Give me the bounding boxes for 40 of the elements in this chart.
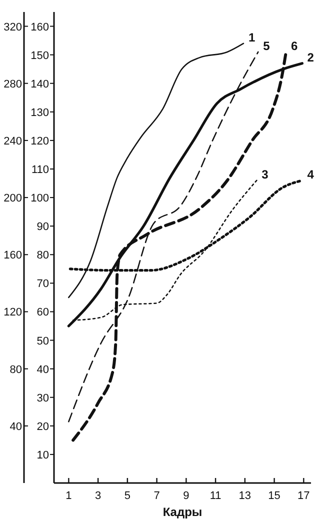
y-tick-label: 80 [36,250,49,262]
series-label: 2 [307,50,314,64]
y2-tick-label: 320 [4,21,22,34]
y-tick-label: 110 [31,164,49,176]
series-label: 1 [248,30,256,44]
y2-tick-label: 280 [4,78,22,90]
x-tick-label: 11 [210,490,222,502]
y-tick-label: 50 [36,335,49,348]
x-tick-label: 9 [183,490,190,502]
x-tick-label: 17 [298,490,310,502]
y2-tick-label: 160 [4,250,22,262]
y-tick-label: 120 [30,135,49,148]
x-tick-label: 13 [238,490,252,502]
series-label: 6 [291,38,298,53]
y-tick-label: 140 [30,78,49,90]
y-tick-label: 20 [36,420,49,433]
y-tick-label: 150 [30,50,49,62]
x-tick-label: 5 [124,490,130,502]
x-tick-label: 7 [154,490,160,502]
series-label: 4 [307,167,314,182]
y2-tick-label: 40 [10,420,22,433]
y-tick-label: 30 [36,392,49,404]
x-tick-label: 15 [268,490,280,502]
y-tick-label: 70 [36,278,49,290]
x-axis-title: Кадры [162,505,202,519]
y2-tick-label: 240 [4,135,22,148]
y2-tick-label: 80 [10,364,22,376]
x-tick-label: 3 [94,490,102,502]
y-tick-label: 160 [30,21,49,34]
series-label: 5 [263,38,270,53]
y-tick-label: 130 [30,106,49,119]
y2-tick-label: 120 [4,306,22,319]
y-tick-label: 60 [36,306,49,319]
series-label: 3 [262,167,269,182]
y-tick-label: 90 [36,221,49,234]
y2-tick-label: 200 [4,192,22,205]
y-tick-label: 100 [30,192,49,205]
y-tick-label: 10 [36,449,49,462]
x-tick-label: 1 [66,490,72,502]
y-tick-label: 40 [36,364,49,376]
